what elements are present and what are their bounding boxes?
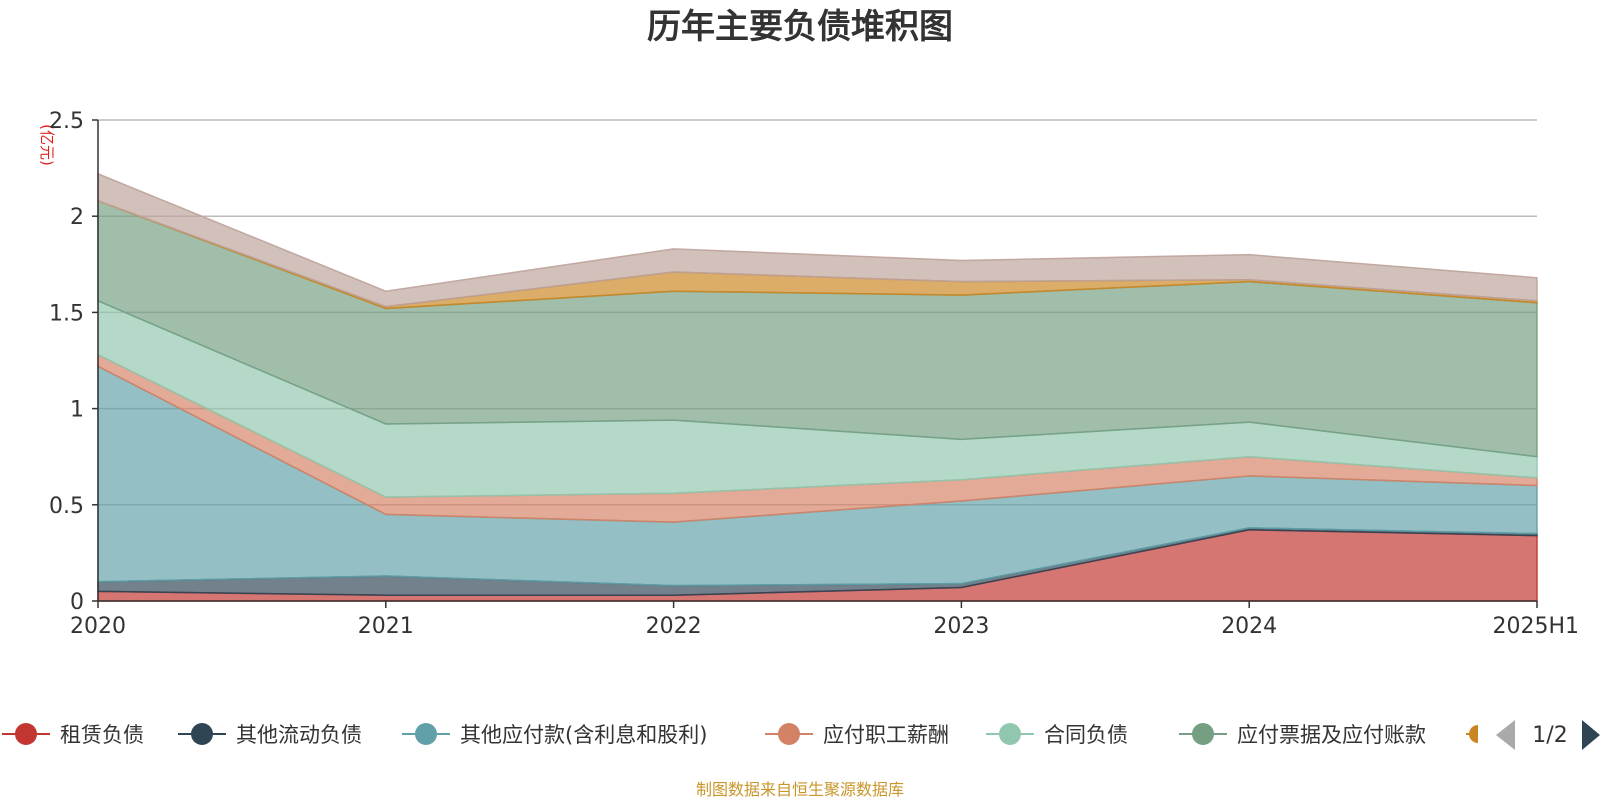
x-tick-label-5: 2025H1 (1492, 614, 1579, 639)
legend-marker (778, 723, 800, 745)
y-tick-label-5: 2.5 (49, 109, 84, 134)
x-tick-label-4: 2024 (1221, 614, 1277, 639)
legend-marker (415, 723, 437, 745)
legend-item-partial-marker (1469, 725, 1478, 743)
legend-label: 应付票据及应付账款 (1237, 723, 1426, 747)
legend-marker (15, 723, 37, 745)
legend-marker (1192, 723, 1214, 745)
y-tick-label-1: 0.5 (49, 494, 84, 519)
area-series (97, 172, 1538, 602)
x-tick-label-3: 2023 (933, 614, 989, 639)
legend-label: 租赁负债 (60, 723, 144, 747)
legend-next-page-icon[interactable] (1582, 720, 1600, 750)
legend-marker (999, 723, 1021, 745)
legend-item-2[interactable]: 其他应付款(含利息和股利) (402, 723, 707, 747)
legend-prev-page-icon[interactable] (1496, 720, 1515, 750)
y-tick-label-4: 2 (70, 205, 84, 230)
y-axis-unit: (亿元) (38, 124, 56, 166)
legend-item-1[interactable]: 其他流动负债 (178, 723, 362, 747)
legend-item-4[interactable]: 合同负债 (986, 723, 1128, 747)
legend-item-0[interactable]: 租赁负债 (2, 723, 144, 747)
y-tick-label-2: 1 (70, 398, 84, 423)
chart-title: 历年主要负债堆积图 (647, 7, 953, 47)
legend: 租赁负债 其他流动负债 其他应付款(含利息和股利) 应付职工薪酬 合同负债 应付票据及应付… (2, 723, 1478, 747)
source-note: 制图数据来自恒生聚源数据库 (696, 780, 904, 799)
legend-pager: 1/2 (1496, 720, 1600, 750)
legend-item-3[interactable]: 应付职工薪酬 (765, 723, 949, 747)
x-tick-label-2: 2022 (646, 614, 702, 639)
legend-page-indicator: 1/2 (1532, 723, 1567, 748)
y-tick-label-0: 0 (70, 590, 84, 615)
x-tick-label-1: 2021 (358, 614, 414, 639)
legend-item-5[interactable]: 应付票据及应付账款 (1179, 723, 1426, 747)
legend-label: 其他应付款(含利息和股利) (460, 723, 707, 747)
x-tick-labels: 2020 2021 2022 2023 2024 2025H1 (70, 614, 1579, 639)
y-tick-label-3: 1.5 (49, 301, 84, 326)
legend-marker (191, 723, 213, 745)
legend-label: 应付职工薪酬 (823, 723, 949, 747)
axes (92, 119, 1538, 608)
legend-label: 其他流动负债 (236, 723, 362, 747)
x-tick-label-0: 2020 (70, 614, 126, 639)
legend-label: 合同负债 (1044, 723, 1128, 747)
y-tick-labels: 0 0.5 1 1.5 2 2.5 (49, 109, 84, 615)
area-series-7 (97, 172, 1538, 308)
